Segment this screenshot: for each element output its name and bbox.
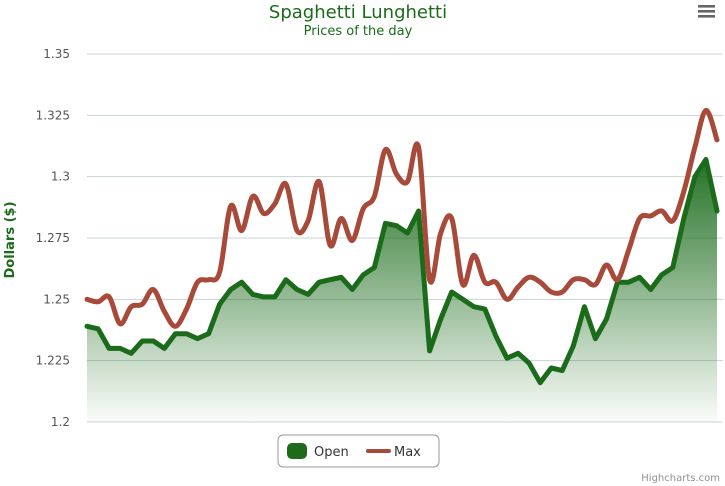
- y-tick-label: 1.275: [36, 231, 70, 245]
- series-max-line[interactable]: [84, 107, 720, 329]
- y-axis-ticks: 1.2 1.225 1.25 1.275 1.3 1.325 1.35: [36, 47, 70, 429]
- series-open-area: [87, 159, 717, 422]
- hamburger-menu-icon[interactable]: [695, 3, 717, 21]
- y-axis-label: Dollars ($): [3, 201, 18, 278]
- chart-subtitle: Prices of the day: [304, 24, 413, 39]
- series-open-line[interactable]: [84, 157, 720, 386]
- y-tick-label: 1.225: [36, 354, 70, 368]
- y-tick-label: 1.2: [51, 415, 70, 429]
- legend: Open Max: [277, 434, 440, 468]
- chart-credit: Highcharts.com: [641, 473, 720, 484]
- legend-open-label: Open: [314, 445, 349, 460]
- y-tick-label: 1.25: [43, 292, 70, 306]
- y-tick-label: 1.3: [51, 170, 70, 184]
- chart-title: Spaghetti Lunghetti: [269, 2, 447, 23]
- y-tick-label: 1.325: [36, 108, 70, 122]
- legend-max-label: Max: [394, 445, 421, 460]
- legend-item-open[interactable]: Open: [287, 443, 349, 460]
- legend-open-swatch: [287, 443, 307, 459]
- legend-item-max[interactable]: Max: [366, 445, 421, 460]
- y-tick-label: 1.35: [43, 47, 70, 61]
